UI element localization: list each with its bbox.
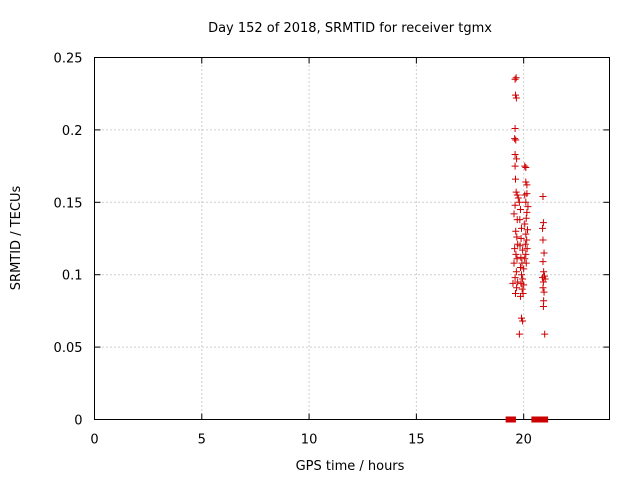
data-point xyxy=(518,271,526,279)
data-point xyxy=(524,203,532,211)
data-point xyxy=(519,246,527,254)
data-point xyxy=(512,74,520,82)
data-point xyxy=(511,124,519,132)
data-point-zero xyxy=(509,416,516,423)
data-point xyxy=(519,317,527,325)
data-point xyxy=(516,206,524,214)
x-tick-label: 5 xyxy=(198,433,206,448)
data-point xyxy=(521,240,529,248)
data-point xyxy=(515,198,523,206)
data-point xyxy=(522,164,530,172)
data-point xyxy=(540,249,548,257)
data-point xyxy=(513,255,521,263)
data-point xyxy=(539,236,547,244)
data-point-zero xyxy=(536,416,543,423)
data-point xyxy=(524,226,532,234)
data-point xyxy=(539,258,547,266)
data-point xyxy=(516,292,524,300)
data-point xyxy=(515,330,523,338)
data-point xyxy=(520,281,528,289)
data-point xyxy=(511,274,519,282)
data-point xyxy=(520,265,528,273)
data-point xyxy=(539,224,547,232)
data-point xyxy=(513,155,521,163)
data-point xyxy=(519,275,527,283)
data-point xyxy=(512,250,520,258)
data-point xyxy=(512,175,520,183)
data-point xyxy=(516,216,524,224)
grid xyxy=(94,57,610,420)
data-point xyxy=(522,178,530,186)
data-point xyxy=(512,268,520,276)
data-point xyxy=(517,235,525,242)
data-point xyxy=(541,330,549,338)
data-point xyxy=(518,314,526,322)
data-point xyxy=(518,285,526,293)
data-point xyxy=(523,236,531,244)
data-point xyxy=(512,188,520,196)
data-point xyxy=(523,208,531,216)
y-tick-label: 0.15 xyxy=(54,196,83,211)
data-point xyxy=(509,279,517,287)
data-point xyxy=(511,245,519,253)
y-tick-label: 0 xyxy=(74,414,82,429)
data-point xyxy=(522,198,530,206)
y-tick-label: 0.1 xyxy=(62,269,83,284)
data-point xyxy=(521,255,529,263)
data-point xyxy=(540,268,548,276)
data-point xyxy=(510,210,518,218)
data-point xyxy=(511,162,519,170)
data-point xyxy=(523,181,531,189)
data-point xyxy=(512,136,520,144)
data-point xyxy=(510,259,518,267)
data-point xyxy=(514,194,522,202)
plot-frame xyxy=(94,57,610,420)
data-point-zero xyxy=(542,416,549,423)
data-point xyxy=(511,151,519,159)
x-tick-label: 10 xyxy=(301,433,318,448)
y-tick-label: 0.25 xyxy=(54,52,83,67)
data-point xyxy=(512,91,520,99)
x-axis-title: GPS time / hours xyxy=(296,459,405,474)
data-point xyxy=(539,303,547,311)
data-point xyxy=(522,259,530,267)
data-point xyxy=(513,233,521,241)
data-point xyxy=(523,190,531,198)
data-point xyxy=(539,193,547,201)
data-point xyxy=(511,135,519,143)
data-point xyxy=(521,162,529,170)
x-tick-label: 15 xyxy=(408,433,425,448)
data-point xyxy=(514,278,522,286)
data-point xyxy=(522,214,530,222)
data-point xyxy=(511,201,519,209)
data-point xyxy=(522,250,530,258)
axis-ticks xyxy=(94,57,610,420)
data-point xyxy=(516,242,524,250)
data-point xyxy=(513,284,521,292)
y-tick-label: 0.2 xyxy=(62,124,83,139)
data-point xyxy=(522,230,530,238)
data-point xyxy=(541,275,549,283)
data-point xyxy=(539,219,547,227)
data-point xyxy=(516,263,524,271)
data-point xyxy=(523,245,531,253)
data-point xyxy=(512,290,520,298)
chart-title: Day 152 of 2018, SRMTID for receiver tgm… xyxy=(208,21,492,36)
y-axis-title: SRMTID / TECUs xyxy=(9,186,24,291)
data-point xyxy=(539,284,547,292)
x-tick-label: 0 xyxy=(90,433,98,448)
data-point xyxy=(540,288,548,296)
data-point xyxy=(511,75,519,83)
data-point xyxy=(512,94,520,102)
data-point xyxy=(518,224,526,232)
data-point xyxy=(513,191,521,199)
data-point xyxy=(512,227,520,235)
data-points xyxy=(505,74,549,423)
data-point xyxy=(517,253,525,261)
data-point xyxy=(521,220,529,228)
x-tick-label: 20 xyxy=(515,433,532,448)
y-tick-label: 0.05 xyxy=(54,341,83,356)
tick-labels: 0 0.05 0.1 0.15 0.2 0.25 0 5 10 15 20 xyxy=(54,52,532,448)
